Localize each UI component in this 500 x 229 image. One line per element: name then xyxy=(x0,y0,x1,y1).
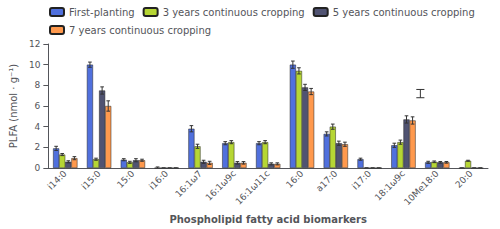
svg-text:16:1ω11c: 16:1ω11c xyxy=(233,168,271,206)
svg-text:Phospholipid fatty acid biomar: Phospholipid fatty acid biomarkers xyxy=(169,214,367,225)
svg-text:i16:0: i16:0 xyxy=(147,168,170,191)
svg-text:3 years continuous cropping: 3 years continuous cropping xyxy=(163,7,305,18)
svg-text:6: 6 xyxy=(35,101,41,111)
svg-text:10: 10 xyxy=(29,60,41,70)
svg-text:5 years continuous cropping: 5 years continuous cropping xyxy=(333,7,475,18)
svg-text:2: 2 xyxy=(35,142,41,152)
svg-text:7 years continuous cropping: 7 years continuous cropping xyxy=(69,25,211,36)
svg-text:4: 4 xyxy=(35,122,41,132)
svg-text:16:1ω9c: 16:1ω9c xyxy=(204,168,238,202)
svg-text:i17:0: i17:0 xyxy=(350,168,373,191)
svg-text:16:0: 16:0 xyxy=(284,168,306,190)
svg-text:First-planting: First-planting xyxy=(69,7,135,18)
svg-text:i15:0: i15:0 xyxy=(80,168,103,191)
svg-text:16:1ω7: 16:1ω7 xyxy=(173,168,204,199)
svg-text:PLFA (nmol · g⁻¹): PLFA (nmol · g⁻¹) xyxy=(8,64,19,149)
svg-text:12: 12 xyxy=(29,39,40,49)
svg-text:18:1ω9c: 18:1ω9c xyxy=(373,168,407,202)
svg-text:20:0: 20:0 xyxy=(453,168,475,190)
svg-text:0: 0 xyxy=(35,163,41,173)
svg-text:a17:0: a17:0 xyxy=(314,168,339,193)
svg-text:i14:0: i14:0 xyxy=(46,168,69,191)
svg-text:15:0: 15:0 xyxy=(115,168,137,190)
svg-text:8: 8 xyxy=(35,80,41,90)
svg-text:10Me18:0: 10Me18:0 xyxy=(402,168,441,207)
